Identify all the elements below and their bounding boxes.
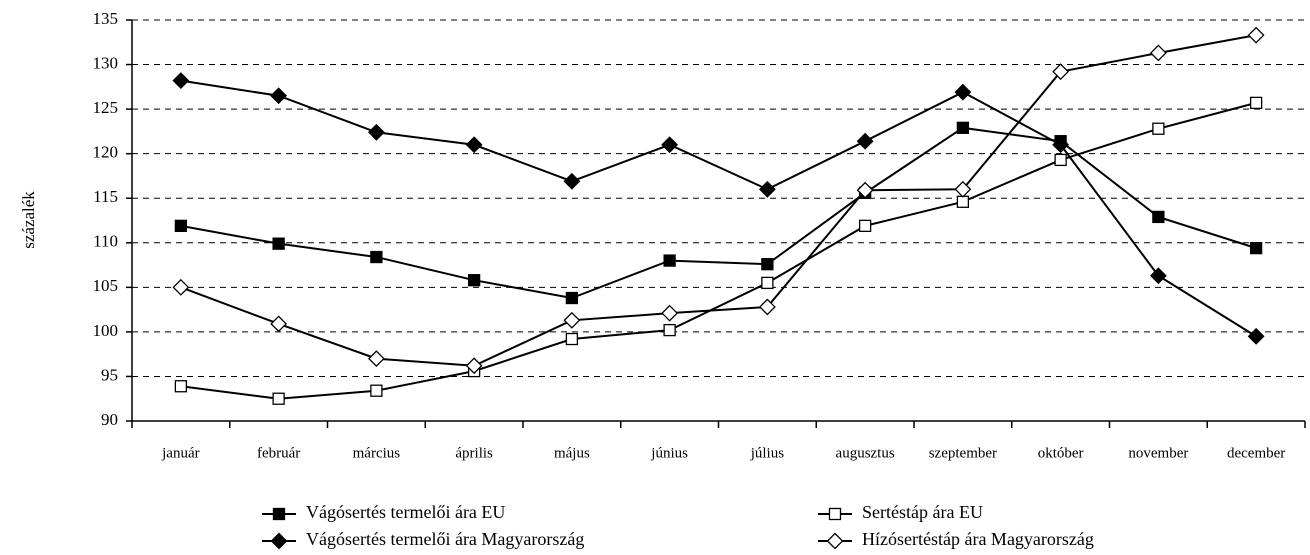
- data-point: [1152, 122, 1165, 135]
- legend-label: Hízósertéstáp ára Magyarország: [862, 529, 1094, 549]
- data-point: [1247, 26, 1265, 44]
- series-line: [180, 101, 1257, 400]
- data-point: [367, 350, 385, 368]
- series-line: [180, 34, 1257, 367]
- data-point: [758, 180, 776, 198]
- data-point: [174, 219, 188, 232]
- x-tick-label: szeptember: [929, 445, 997, 461]
- data-point: [661, 136, 679, 154]
- data-point: [272, 392, 285, 405]
- y-axis-label: százalék: [19, 191, 38, 249]
- data-point: [758, 298, 776, 316]
- data-point: [174, 380, 188, 393]
- x-tick-label: február: [257, 445, 300, 461]
- data-point: [172, 278, 190, 296]
- data-point: [563, 311, 581, 329]
- data-point: [956, 195, 970, 208]
- x-tick-label: november: [1128, 445, 1188, 461]
- legend-marker: [828, 507, 842, 521]
- y-tick-label: 120: [93, 143, 119, 162]
- data-point: [1247, 327, 1265, 345]
- data-point: [956, 121, 970, 134]
- data-point: [856, 132, 874, 150]
- x-tick-label: október: [1038, 445, 1084, 461]
- x-tick-label: március: [353, 445, 401, 461]
- data-point: [367, 123, 385, 141]
- data-point: [1052, 136, 1070, 154]
- y-tick-label: 90: [101, 410, 118, 429]
- data-point: [661, 304, 679, 322]
- data-point: [172, 72, 190, 90]
- data-point: [465, 357, 483, 375]
- y-tick-label: 95: [101, 365, 118, 384]
- data-point: [761, 258, 774, 271]
- data-point: [465, 136, 483, 154]
- data-point: [565, 332, 579, 346]
- data-point: [663, 323, 676, 337]
- data-point: [370, 250, 383, 264]
- data-point: [954, 83, 972, 101]
- x-tick-label: július: [750, 445, 785, 461]
- data-point: [663, 254, 676, 267]
- legend-label: Sertéstáp ára EU: [862, 502, 983, 522]
- y-tick-label: 105: [93, 276, 119, 295]
- data-point: [467, 274, 481, 287]
- data-point: [1249, 241, 1263, 255]
- data-point: [954, 180, 972, 198]
- x-tick-label: június: [650, 445, 688, 461]
- data-point: [761, 276, 774, 290]
- y-tick-label: 130: [93, 53, 119, 72]
- y-tick-label: 135: [93, 9, 119, 28]
- data-point: [565, 291, 579, 305]
- data-point: [1152, 210, 1165, 224]
- x-tick-label: január: [161, 445, 199, 461]
- y-tick-label: 100: [93, 321, 119, 340]
- legend-marker: [272, 507, 286, 521]
- data-point: [858, 219, 872, 232]
- series-line: [180, 79, 1257, 338]
- data-point: [270, 87, 288, 105]
- x-tick-label: május: [554, 445, 590, 461]
- y-tick-label: 115: [93, 187, 118, 206]
- data-point: [1054, 153, 1067, 167]
- data-point: [270, 315, 288, 333]
- data-point: [856, 181, 874, 199]
- legend-label: Vágósertés termelői ára Magyarország: [306, 529, 584, 549]
- data-point: [1249, 96, 1263, 110]
- data-point: [1149, 267, 1167, 285]
- legend-marker: [826, 532, 844, 550]
- data-point: [272, 237, 285, 250]
- legend-label: Vágósertés termelői ára EU: [306, 502, 505, 522]
- data-point: [1149, 44, 1167, 62]
- x-tick-label: december: [1227, 445, 1285, 461]
- x-tick-label: április: [455, 445, 493, 461]
- legend-marker: [270, 532, 288, 550]
- x-tick-label: augusztus: [836, 445, 895, 461]
- y-tick-label: 110: [93, 232, 118, 251]
- data-point: [370, 384, 383, 397]
- data-point: [1052, 63, 1070, 81]
- data-point: [563, 172, 581, 190]
- y-tick-label: 125: [93, 98, 119, 117]
